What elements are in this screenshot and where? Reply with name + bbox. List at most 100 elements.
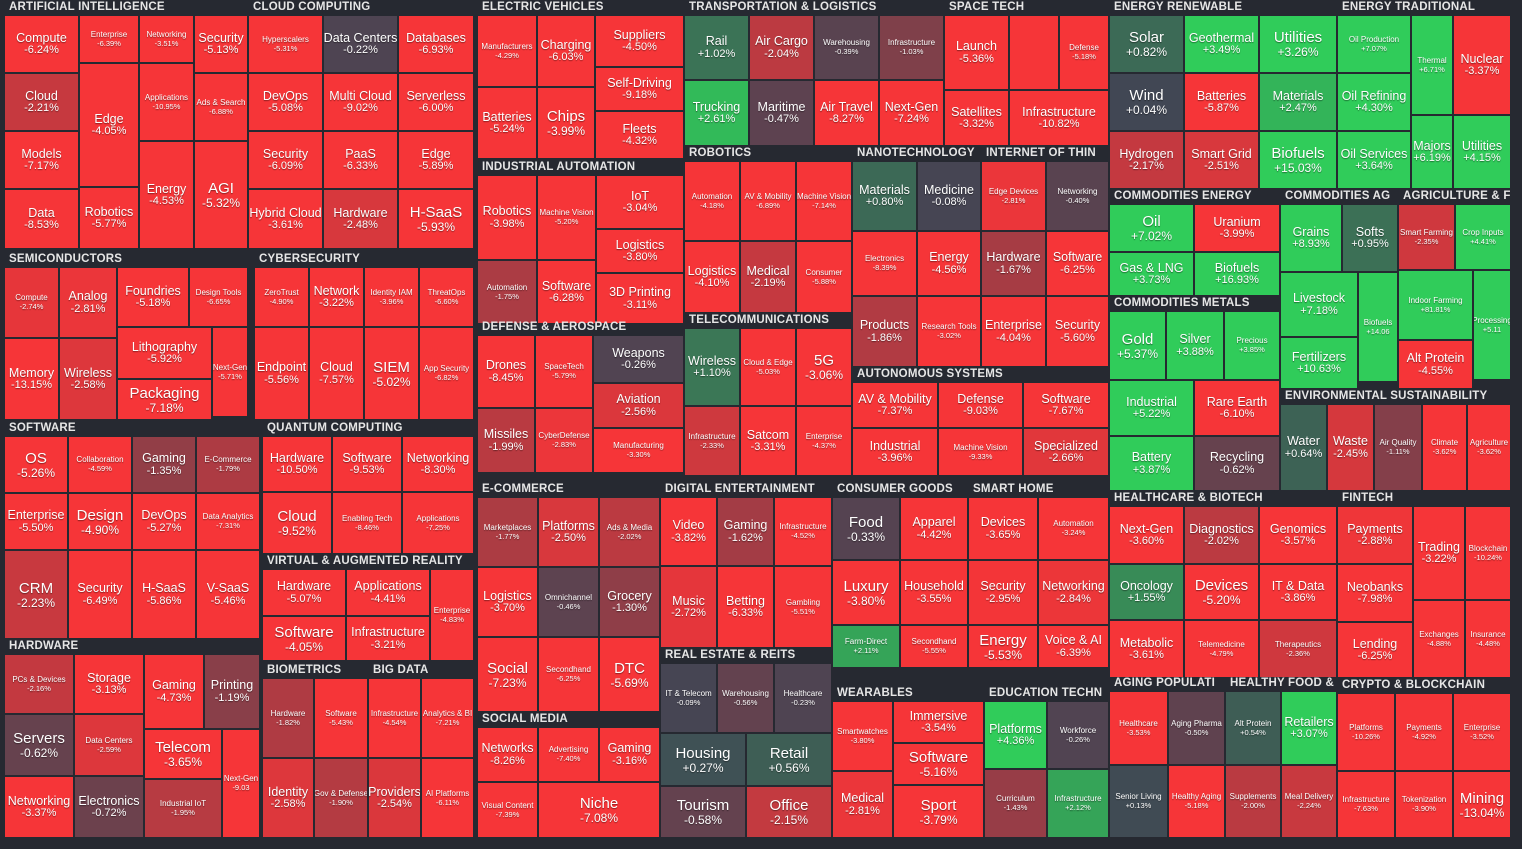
tile-infrastructure[interactable]: Infrastructure -2.33% <box>684 406 740 476</box>
tile-precious[interactable]: Precious +3.85% <box>1224 311 1280 380</box>
tile-infrastructure[interactable]: Infrastructure +2.12% <box>1047 769 1109 838</box>
tile-providers[interactable]: Providers -2.54% <box>368 758 421 838</box>
tile-omnichannel[interactable]: Omnichannel -0.46% <box>538 567 599 637</box>
tile-secondhand[interactable]: Secondhand -5.55% <box>900 625 968 668</box>
tile-electronics[interactable]: Electronics -8.39% <box>852 231 917 296</box>
tile-hyperscalers[interactable]: Hyperscalers -5.31% <box>248 15 323 73</box>
section-title[interactable]: SOCIAL MEDIA <box>482 713 568 725</box>
tile-payments[interactable]: Payments -2.88% <box>1337 506 1413 564</box>
tile-enterprise[interactable]: Enterprise -6.39% <box>79 15 139 63</box>
tile-silver[interactable]: Silver +3.88% <box>1166 311 1224 380</box>
tile-gov-and-defense[interactable]: Gov & Defense -1.90% <box>314 758 368 838</box>
tile-crop-inputs[interactable]: Crop Inputs +4.41% <box>1455 204 1511 270</box>
section-title[interactable]: INDUSTRIAL AUTOMATION <box>482 161 636 173</box>
tile-oil-services[interactable]: Oil Services +3.64% <box>1337 131 1411 189</box>
tile-infrastructure[interactable]: Infrastructure -10.82% <box>1009 90 1109 146</box>
tile-edge[interactable]: Edge -4.05% <box>79 63 139 187</box>
tile-maritime[interactable]: Maritime -0.47% <box>749 80 814 146</box>
section-title[interactable]: COMMODITIES AG <box>1285 190 1391 202</box>
tile-collaboration[interactable]: Collaboration -4.59% <box>68 436 132 493</box>
tile-air-travel[interactable]: Air Travel -8.27% <box>814 80 879 146</box>
tile-logistics[interactable]: Logistics -3.80% <box>596 229 684 273</box>
tile-h-saas[interactable]: H-SaaS -5.93% <box>398 189 474 249</box>
section-title[interactable]: VIRTUAL & AUGMENTED REALITY <box>267 555 463 567</box>
tile-retail[interactable]: Retail +0.56% <box>746 733 832 786</box>
tile-energy[interactable]: Energy -4.56% <box>917 231 981 296</box>
tile-networking[interactable]: Networking -2.84% <box>1038 560 1109 625</box>
tile-software[interactable]: Software -9.53% <box>332 436 402 492</box>
tile-software[interactable]: Software -6.28% <box>537 260 596 324</box>
tile-uranium[interactable]: Uranium -3.99% <box>1194 204 1280 252</box>
tile-blockchain[interactable]: Blockchain -10.24% <box>1465 506 1511 600</box>
tile-medicine[interactable]: Medicine -0.08% <box>917 161 981 231</box>
section-title[interactable]: WEARABLES <box>837 687 913 699</box>
tile-applications[interactable]: Applications -7.25% <box>402 492 474 554</box>
tile-gaming[interactable]: Gaming -3.16% <box>599 727 660 782</box>
section-title[interactable]: AUTONOMOUS SYSTEMS <box>857 368 1003 380</box>
tile-robotics[interactable]: Robotics -5.77% <box>79 187 139 249</box>
tile-air-quality[interactable]: Air Quality -1.11% <box>1374 404 1422 491</box>
tile-trucking[interactable]: Trucking +2.61% <box>684 80 749 146</box>
section-title[interactable]: ELECTRIC VEHICLES <box>482 1 604 13</box>
tile-devices[interactable]: Devices -5.20% <box>1184 564 1259 620</box>
section-title[interactable]: COMMODITIES ENERGY <box>1114 190 1252 202</box>
tile-lending[interactable]: Lending -6.25% <box>1337 622 1413 678</box>
tile-data[interactable]: Data -8.53% <box>4 189 79 249</box>
tile-endpoint[interactable]: Endpoint -5.56% <box>254 327 309 420</box>
tile-supplements[interactable]: Supplements -2.00% <box>1225 765 1281 838</box>
tile-platforms[interactable]: Platforms -2.50% <box>538 497 599 567</box>
tile-models[interactable]: Models -7.17% <box>4 131 79 189</box>
tile-satellites[interactable]: Satellites -3.32% <box>944 90 1009 146</box>
tile-wireless[interactable]: Wireless -2.58% <box>59 338 117 420</box>
tile-industrial[interactable]: Industrial -3.96% <box>852 428 938 476</box>
section-title[interactable]: E-COMMERCE <box>482 483 564 495</box>
tile-air-cargo[interactable]: Air Cargo -2.04% <box>749 15 814 80</box>
tile-security[interactable]: Security -5.60% <box>1046 296 1109 367</box>
tile-materials[interactable]: Materials +2.47% <box>1259 73 1337 131</box>
tile-infrastructure[interactable]: Infrastructure -1.03% <box>879 15 944 80</box>
tile-v-saas[interactable]: V-SaaS -5.46% <box>196 550 260 639</box>
tile-niche[interactable]: Niche -7.08% <box>538 782 660 838</box>
tile-app-security[interactable]: App Security -6.82% <box>419 327 474 420</box>
tile-spacetech[interactable]: SpaceTech -5.79% <box>535 335 593 408</box>
tile-av-and-mobility[interactable]: AV & Mobility -6.89% <box>740 161 796 241</box>
tile-specialized[interactable]: Specialized -2.66% <box>1023 428 1109 476</box>
tile-machine-vision[interactable]: Machine Vision -9.33% <box>938 428 1023 476</box>
section-title[interactable]: SOFTWARE <box>9 422 76 434</box>
tile-oil-production[interactable]: Oil Production +7.07% <box>1337 15 1411 73</box>
tile-hardware[interactable]: Hardware -1.82% <box>262 678 314 758</box>
tile-gambling[interactable]: Gambling -5.51% <box>774 566 832 648</box>
section-title[interactable]: SMART HOME <box>973 483 1054 495</box>
tile-majors[interactable]: Majors +6.19% <box>1411 115 1453 189</box>
tile-gaming[interactable]: Gaming -1.62% <box>717 497 774 566</box>
tile-aging-pharma[interactable]: Aging Pharma -0.50% <box>1168 691 1225 765</box>
tile-3d-printing[interactable]: 3D Printing -3.11% <box>596 273 684 324</box>
tile-infrastructure[interactable]: Infrastructure -7.63% <box>1337 771 1395 838</box>
section-title[interactable]: ARTIFICIAL INTELLIGENCE <box>9 1 165 13</box>
tile-hardware[interactable]: Hardware -1.67% <box>981 231 1046 296</box>
tile-fertilizers[interactable]: Fertilizers +10.63% <box>1280 337 1358 389</box>
tile-healthcare[interactable]: Healthcare -3.53% <box>1109 691 1168 765</box>
tile-networking[interactable]: Networking -0.40% <box>1046 161 1109 231</box>
tile-blank[interactable] <box>1009 15 1059 90</box>
tile-cyberdefense[interactable]: CyberDefense -2.83% <box>535 408 593 473</box>
tile-satcom[interactable]: Satcom -3.31% <box>740 406 796 476</box>
tile-voice-and-ai[interactable]: Voice & AI -6.39% <box>1038 625 1109 668</box>
tile-waste[interactable]: Waste -2.45% <box>1327 404 1374 491</box>
tile-advertising[interactable]: Advertising -7.40% <box>538 727 599 782</box>
section-title[interactable]: FINTECH <box>1342 492 1394 504</box>
tile-analytics-and-bi[interactable]: Analytics & BI -7.21% <box>421 678 474 758</box>
tile-sport[interactable]: Sport -3.79% <box>893 785 984 838</box>
section-title[interactable]: ENVIRONMENTAL SUSTAINABILITY <box>1285 390 1488 402</box>
tile-hybrid-cloud[interactable]: Hybrid Cloud -3.61% <box>248 189 323 249</box>
tile-products[interactable]: Products -1.86% <box>852 296 917 367</box>
tile-warehousing[interactable]: Warehousing -0.39% <box>814 15 879 80</box>
tile-housing[interactable]: Housing +0.27% <box>660 733 746 786</box>
section-title[interactable]: COMMODITIES METALS <box>1114 297 1250 309</box>
tile-compute[interactable]: Compute -6.24% <box>4 15 79 73</box>
tile-defense[interactable]: Defense -9.03% <box>938 382 1023 428</box>
tile-next-gen[interactable]: Next-Gen -7.24% <box>879 80 944 146</box>
tile-h-saas[interactable]: H-SaaS -5.86% <box>132 550 196 639</box>
tile-exchanges[interactable]: Exchanges -4.88% <box>1413 600 1465 678</box>
tile-indoor-farming[interactable]: Indoor Farming +81.81% <box>1398 270 1473 340</box>
